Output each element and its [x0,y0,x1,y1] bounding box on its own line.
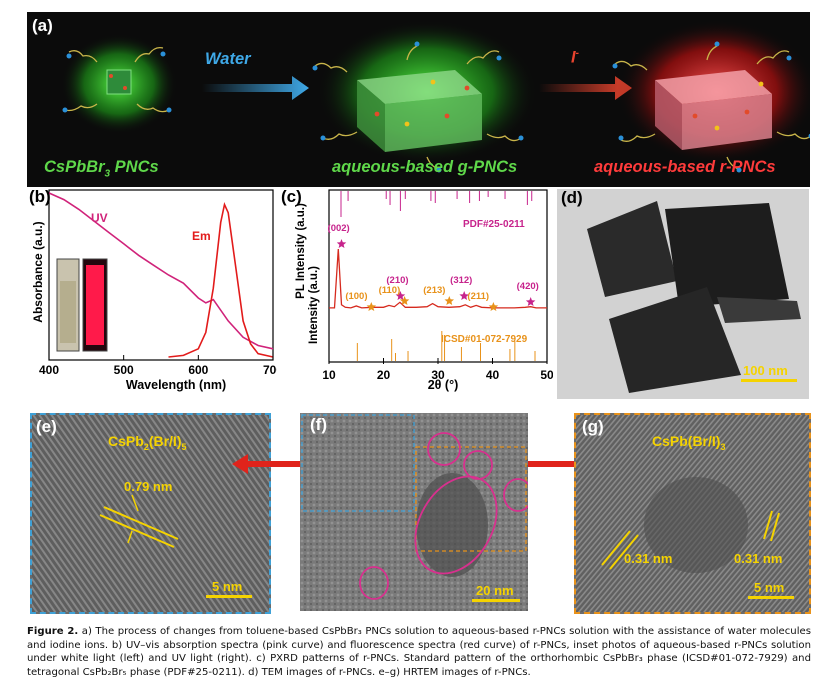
panel-g-hrtem-image [576,415,809,612]
panel-g-letter: (g) [582,417,604,436]
nanoparticle-circles [359,432,528,600]
nanocube-3 [609,287,741,393]
ligand-heads [62,41,810,173]
water-label: Water [205,50,251,68]
panel-b-letter: (b) [29,187,51,206]
arrow-to-e [232,454,300,474]
c-tick-label: 50 [540,368,553,382]
peak-star-pink [525,297,536,306]
panel-b: 400 500 600 700 (b) UV Em Absorbance (a.u.)… [27,187,277,399]
c-tick-label: 20 [377,368,391,382]
panel-d-scalebar [741,379,797,382]
panel-a-illustration [61,20,810,173]
panel-g-scalebar [748,596,794,599]
c-tick-label: 30 [431,368,445,382]
peak-star-pink [336,239,347,248]
panel-e-letter: (e) [36,417,57,436]
label-cspbbr3: CsPbBr3 PNCs [44,158,159,180]
peak-star-orange [366,302,377,311]
panel-c-ylabel-top: PL Intensity (a.u.) [295,203,307,299]
panel-b-ylabel: Absorbance (a.u.) [31,221,45,323]
panel-f-hrtem-image [300,413,528,611]
panel-f: (f) 20 nm [300,413,528,611]
panel-c: 10 20 30 40 50 (c) PDF#25-0211 ICSD#01-072-7… [281,187,553,399]
panel-c-xlabel: 2θ (°) [427,378,459,392]
fringe-line-2 [99,514,175,548]
panel-g: (g) CsPb(Br/I)3 0.31 nm 0.31 nm 5 nm [574,413,811,614]
panel-g-spacing-1: 0.31 nm [624,551,673,566]
fringe-g2-b [770,512,780,542]
panel-c-ylabel-bottom: Intensity (a.u.) [308,266,320,344]
series-em-line [168,201,274,358]
peak-label-orange: (211) [467,291,490,302]
panel-d-tem-image [557,189,809,399]
ref-bottom-label: ICSD#01-072-7929 [441,334,528,345]
c-tick-label: 40 [486,368,500,382]
peak-label-pink: (002) [327,223,350,234]
fringe-g1-b [609,534,639,570]
fringe-line-1 [103,506,179,540]
panel-g-spacing-2: 0.31 nm [734,551,783,566]
arrow-to-g [528,454,596,474]
iodide-arrow [539,76,632,100]
ref-top-label: PDF#25-0211 [463,219,525,230]
panel-f-scale-text: 20 nm [476,583,514,598]
panel-e: (e) CsPb2(Br/I)5 0.79 nm 5 nm [30,413,271,614]
peak-label-orange: (110) [378,285,401,296]
panel-e-hrtem-image [32,415,269,612]
panel-g-scale-text: 5 nm [754,580,785,595]
caption-lead: Figure 2. [27,626,79,637]
panel-e-spacing: 0.79 nm [124,479,173,494]
panel-e-scale-text: 5 nm [212,579,243,594]
peak-label-pink: (210) [386,275,409,286]
panel-d: (d) 100 nm [557,189,809,399]
panel-c-letter: (c) [281,187,302,206]
fringe-g2-a [763,510,773,540]
peak-star-orange [444,296,454,305]
series-uv-line [48,192,274,350]
b-tick-label: 400 [39,363,59,377]
peak-star-orange [488,302,499,311]
peak-star-orange [399,296,410,305]
caption-text: a) The process of changes from toluene-b… [27,626,811,678]
nanocube-1 [587,201,677,297]
region-g-box [415,446,527,552]
peak-label-pink: (312) [450,275,473,286]
panel-f-letter: (f) [310,415,327,434]
b-tick-label: 500 [114,363,134,377]
panel-e-phase: CsPb2(Br/I)5 [108,433,187,452]
panel-c-chart: 10 20 30 40 50 [322,189,553,382]
b-tick-label: 600 [188,363,208,377]
small-crystal [106,69,132,95]
b-tick-label: 700 [263,363,277,377]
pxrd-pattern-line [329,248,547,309]
peak-label-pink: (420) [516,281,539,292]
panel-e-scalebar [206,595,252,598]
panel-a-letter: (a) [32,16,53,35]
panel-b-chart: 400 500 600 700 [39,189,277,377]
panel-d-scale-text: 100 nm [743,363,788,378]
panel-d-letter: (d) [561,189,583,207]
panel-a: (a) Water I- CsPbBr3 PNCs aqueous-based … [27,12,810,187]
water-arrow [202,76,309,100]
c-tick-label: 10 [322,368,336,382]
region-e-box [301,414,415,512]
panel-f-scalebar [472,599,520,602]
uv-series-label: UV [91,211,108,225]
label-r-pncs: aqueous-based r-PNCs [594,158,776,176]
label-g-pncs: aqueous-based g-PNCs [332,158,518,176]
panel-g-phase: CsPb(Br/I)3 [652,433,726,452]
iodide-label: I- [571,48,579,67]
peak-star-pink [459,291,469,300]
em-series-label: Em [192,229,211,243]
nanocube-2 [665,203,789,307]
fringe-g1-a [601,530,631,566]
ion-dots [109,74,750,119]
panel-c-frame [328,189,548,363]
peak-label-orange: (100) [345,291,368,302]
peak-star-pink [395,291,406,300]
figure-caption: Figure 2. a) The process of changes from… [27,625,811,679]
peak-label-orange: (213) [423,285,446,296]
panel-b-xlabel: Wavelength (nm) [125,378,227,392]
